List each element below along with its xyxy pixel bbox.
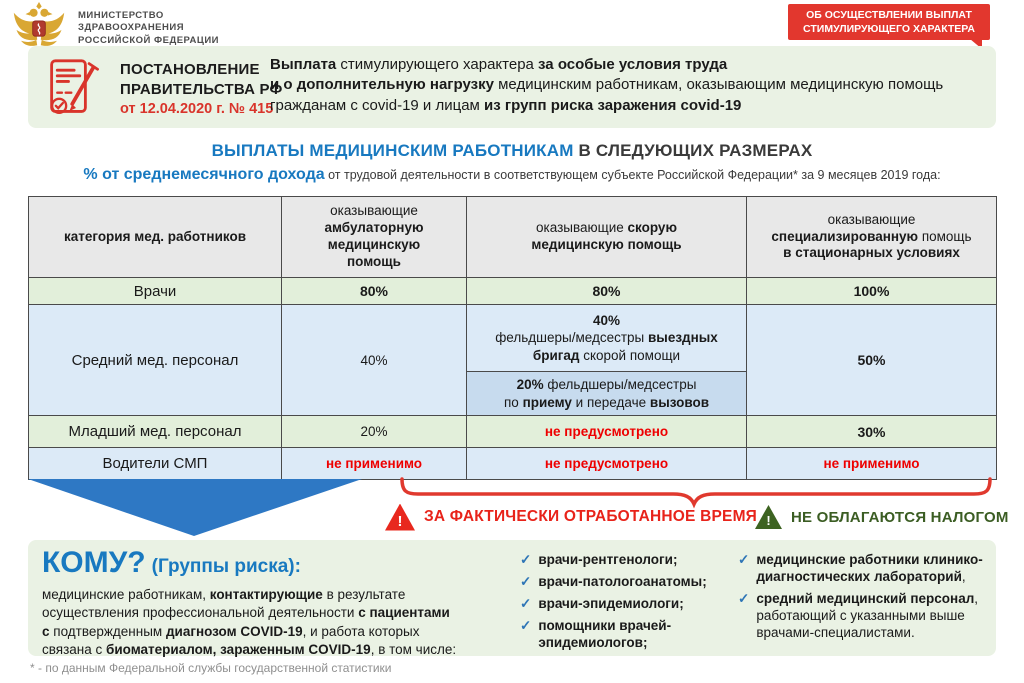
- badge-line: СТИМУЛИРУЮЩЕГО ХАРАКТЕРА: [803, 23, 975, 36]
- list-item-label: врачи-патологоанатомы;: [538, 573, 707, 589]
- list-item-label: медицинские работники клинико-диагностич…: [756, 552, 983, 584]
- ministry-name-line: РОССИЙСКОЙ ФЕДЕРАЦИИ: [78, 34, 220, 46]
- page-title: ВЫПЛАТЫ МЕДИЦИНСКИМ РАБОТНИКАМ В СЛЕДУЮЩ…: [211, 141, 813, 160]
- decree-box: [28, 46, 996, 128]
- risk-groups-list-right: ✓ медицинские работники клинико-диагности…: [738, 552, 988, 646]
- risk-groups-description: медицинские работникам, контактирующие в…: [42, 587, 457, 658]
- exclamation-mark: !: [766, 513, 771, 528]
- exclamation-mark: !: [397, 512, 403, 530]
- check-icon: ✓: [520, 552, 532, 567]
- decree-title-line: ПОСТАНОВЛЕНИЕ: [120, 61, 260, 78]
- value-cell-not-provided: не предусмотрено: [466, 415, 747, 448]
- brace-shape: [400, 477, 992, 509]
- list-item: ✓ врачи-рентгенологи;: [520, 552, 734, 569]
- table-row-doctors: Врачи 80% 80% 100%: [28, 277, 997, 305]
- list-item: ✓ средний медицинский персонал, работающи…: [738, 591, 988, 642]
- down-arrow-shape: [28, 479, 362, 536]
- decree-date: от 12.04.2020 г. № 415: [120, 101, 274, 117]
- warning-icon: !: [385, 503, 415, 531]
- header-cell-ambulatory: оказывающие амбулаторную медицинскую помощь: [281, 196, 467, 278]
- list-item-label: помощники врачей-эпидемиологов;: [538, 617, 672, 650]
- value-cell-not-applicable: не применимо: [746, 447, 997, 480]
- badge-line: ОБ ОСУЩЕСТВЛЕНИИ ВЫПЛАТ: [806, 9, 972, 21]
- list-item-label: врачи-эпидемиологи;: [538, 595, 684, 611]
- header-cell-specialized: оказывающие специализированную помощь в ст…: [746, 196, 997, 278]
- row-label: Врачи: [28, 277, 282, 305]
- check-icon: ✓: [738, 590, 750, 606]
- risk-groups-list-left: ✓ врачи-рентгенологи; ✓ врачи-патологоанат…: [520, 552, 734, 656]
- header-cell-category: категория мед. работников: [28, 196, 282, 278]
- tax-free-note-label: НЕ ОБЛАГАЮТСЯ НАЛОГОМ: [791, 508, 1009, 526]
- header-cell-emergency: оказывающие скорую медицинскую помощь: [466, 196, 747, 278]
- value-cell-dispatchers: 20% фельдшеры/медсестры по приему и перед…: [466, 371, 747, 416]
- decree-title-line: ПРАВИТЕЛЬСТВА РФ: [120, 80, 283, 98]
- ministry-name-line: МИНИСТЕРСТВО: [78, 10, 164, 21]
- list-item-label: средний медицинский персонал, работающий…: [756, 590, 979, 640]
- topic-ribbon-badge: ОБ ОСУЩЕСТВЛЕНИИ ВЫПЛАТ СТИМУЛИРУЮЩЕГО Х…: [788, 4, 990, 50]
- table-row-drivers: Водители СМП не применимо не предусмотре…: [28, 447, 997, 480]
- list-item: ✓ врачи-эпидемиологи;: [520, 596, 734, 613]
- tax-free-note: ! НЕ ОБЛАГАЮТСЯ НАЛОГОМ: [755, 502, 1009, 532]
- decree-document-icon: [50, 59, 99, 115]
- value-cell-not-provided: не предусмотрено: [466, 447, 747, 480]
- payments-table: категория мед. работников оказывающие амб…: [28, 196, 997, 480]
- table-header-row: категория мед. работников оказывающие амб…: [28, 196, 997, 278]
- risk-groups-box: [28, 540, 996, 656]
- value-cell: 30%: [746, 415, 997, 448]
- row-label: Младший мед. персонал: [28, 415, 282, 448]
- worked-time-note: ! ЗА ФАКТИЧЕСКИ ОТРАБОТАННОЕ ВРЕМЯ: [385, 502, 757, 532]
- value-cell: 80%: [466, 277, 747, 305]
- value-cell-ambulance-crews: 40% фельдшеры/медсестры выездных бригад с…: [466, 304, 747, 372]
- page-subtitle: % от среднемесячного дохода от трудовой …: [83, 166, 941, 183]
- list-item: ✓ врачи-патологоанатомы;: [520, 574, 734, 591]
- risk-groups-heading: КОМУ? (Группы риска):: [42, 546, 301, 580]
- value-cell: 50%: [746, 304, 997, 416]
- value-cell: 80%: [281, 277, 467, 305]
- row-label: Водители СМП: [28, 447, 282, 480]
- table-row-mid-staff: Средний мед. персонал 40% 40% фельдшеры/м…: [28, 304, 997, 416]
- ministry-name: МИНИСТЕРСТВО ЗДРАВООХРАНЕНИЯ РОССИЙСКОЙ …: [78, 10, 219, 47]
- list-item: ✓ медицинские работники клинико-диагности…: [738, 552, 988, 586]
- ministry-name-line: ЗДРАВООХРАНЕНИЯ: [78, 22, 185, 34]
- table-row-junior-staff: Младший мед. персонал 20% не предусмотре…: [28, 415, 997, 448]
- check-icon: ✓: [520, 595, 532, 611]
- worked-time-note-label: ЗА ФАКТИЧЕСКИ ОТРАБОТАННОЕ ВРЕМЯ: [424, 508, 758, 525]
- value-cell-not-applicable: не применимо: [281, 447, 467, 480]
- check-icon: ✓: [520, 573, 532, 589]
- check-icon: ✓: [738, 552, 750, 567]
- value-cell: 100%: [746, 277, 997, 305]
- decree-caption: ПОСТАНОВЛЕНИЕ ПРАВИТЕЛЬСТВА РФ от 12.04.…: [120, 60, 283, 119]
- whom-subtitle: (Группы риска):: [151, 556, 301, 577]
- row-label: Средний мед. персонал: [28, 304, 282, 416]
- footnote: * - по данным Федеральной службы государ…: [30, 661, 392, 675]
- warning-icon: !: [755, 505, 782, 529]
- value-cell: 20%: [281, 415, 467, 448]
- list-item: ✓ помощники врачей-эпидемиологов;: [520, 618, 734, 652]
- list-item-label: врачи-рентгенологи;: [538, 552, 678, 567]
- value-cell: 40%: [281, 304, 467, 416]
- decree-summary: Выплата стимулирующего характера за особ…: [270, 56, 944, 114]
- whom-title: КОМУ?: [42, 546, 146, 579]
- check-icon: ✓: [520, 617, 532, 633]
